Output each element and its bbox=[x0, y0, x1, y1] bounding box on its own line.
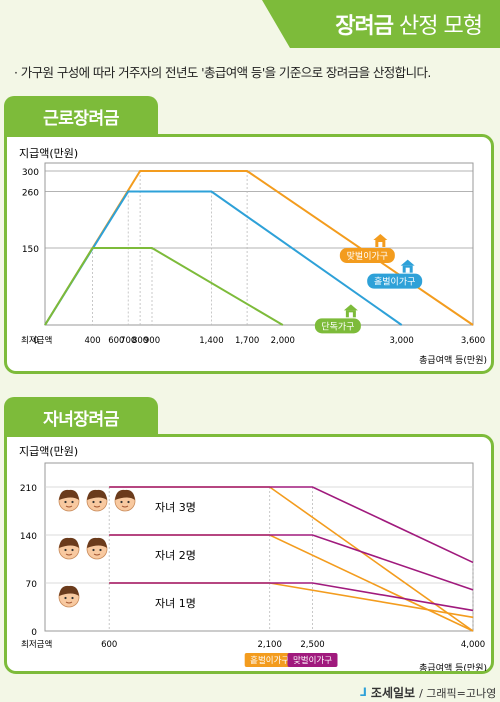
x-tick-label: 600 bbox=[108, 336, 124, 346]
x-tick-label: 4,000 bbox=[461, 640, 485, 650]
y-tick-label: 150 bbox=[22, 245, 39, 255]
y-tick-label: 140 bbox=[20, 532, 37, 542]
y-axis-label: 지급액(만원) bbox=[19, 445, 78, 458]
panel-work-incentive: 지급액(만원) 0 150 260 300 최저금액 400 600 700 800 900 1,40… bbox=[4, 134, 494, 374]
page-title-rest: 산정 모형 bbox=[399, 14, 483, 39]
series-line-1 bbox=[109, 486, 474, 564]
intro-text: · 가구원 구성에 따라 거주자의 전년도 '총급여액 등'을 기준으로 장려금… bbox=[14, 65, 431, 80]
x-tick-label: 3,000 bbox=[389, 336, 413, 346]
y-axis-label: 지급액(만원) bbox=[19, 147, 78, 160]
y-tick-label: 210 bbox=[20, 484, 37, 494]
group-label-2: 자녀 1명 bbox=[155, 597, 196, 610]
title-band bbox=[262, 0, 500, 48]
x-tick-label: 900 bbox=[144, 336, 160, 346]
x-axis-label: 총급여액 등(만원) bbox=[419, 662, 487, 671]
group-label-0: 자녀 3명 bbox=[155, 501, 196, 514]
series-line-2 bbox=[44, 247, 284, 326]
legend-label-1: 맞벌이가구 bbox=[293, 655, 332, 666]
footer-credit: / 그래픽=고나영 bbox=[419, 686, 497, 700]
plot-area bbox=[44, 162, 474, 326]
group-label-1: 자녀 2명 bbox=[155, 549, 196, 562]
x-tick-label: 700 bbox=[120, 336, 136, 346]
child-face-icon bbox=[58, 537, 80, 560]
section-tab-child-incentive: 자녀장려금 bbox=[4, 397, 158, 437]
x-tick-label: 1,400 bbox=[199, 336, 223, 346]
legend-badge-0 bbox=[244, 653, 295, 667]
child-face-icon bbox=[58, 585, 80, 608]
x-tick-label: 800 bbox=[132, 336, 148, 346]
y-tick-label: 260 bbox=[22, 189, 39, 199]
page-title: 장려금 산정 모형 bbox=[335, 8, 483, 40]
x-tick-label: 2,500 bbox=[300, 640, 324, 650]
y-tick-label: 300 bbox=[22, 168, 39, 178]
page-title-bold: 장려금 bbox=[335, 14, 394, 39]
section-tab-work-incentive: 근로장려금 bbox=[4, 96, 158, 136]
series-line-5 bbox=[109, 582, 474, 612]
footer-logo: 조세일보 bbox=[370, 686, 416, 700]
x-tick-label: 3,600 bbox=[461, 336, 485, 346]
series-badge-1 bbox=[367, 273, 423, 289]
x-axis-label: 총급여액 등(만원) bbox=[419, 354, 487, 366]
x-tick-label: 400 bbox=[84, 336, 100, 346]
series-label-0: 맞벌이가구 bbox=[347, 250, 388, 262]
child-face-icon bbox=[114, 489, 136, 512]
x-min-label: 최저금액 bbox=[21, 335, 52, 346]
series-line-3 bbox=[109, 534, 474, 591]
x-tick-label: 1,700 bbox=[235, 336, 259, 346]
house-icon bbox=[373, 234, 388, 247]
series-label-1: 홑벌이가구 bbox=[374, 276, 415, 288]
x-tick-label: 2,000 bbox=[271, 336, 295, 346]
series-badge-2 bbox=[314, 318, 361, 334]
legend-badge-1 bbox=[287, 653, 338, 667]
child-face-icon bbox=[86, 489, 108, 512]
series-label-2: 단독가구 bbox=[321, 321, 354, 332]
child-face-icon bbox=[58, 489, 80, 512]
x-tick-label: 2,100 bbox=[258, 640, 282, 650]
x-min-label: 최저금액 bbox=[21, 639, 52, 650]
y-tick-label: 70 bbox=[26, 580, 38, 590]
legend-label-0: 홑벌이가구 bbox=[250, 655, 289, 666]
house-icon bbox=[400, 259, 415, 273]
plot-area bbox=[44, 462, 474, 632]
house-icon bbox=[343, 304, 358, 318]
series-badge-0 bbox=[339, 248, 395, 263]
logo-icon: ᒧ bbox=[360, 686, 367, 699]
footer: ᒧ 조세일보 / 그래픽=고나영 bbox=[360, 684, 496, 701]
child-face-icon bbox=[86, 537, 108, 560]
x-tick-label: 600 bbox=[101, 640, 117, 650]
y-tick-label: 0 bbox=[33, 336, 39, 346]
y-tick-label: 0 bbox=[31, 628, 37, 638]
